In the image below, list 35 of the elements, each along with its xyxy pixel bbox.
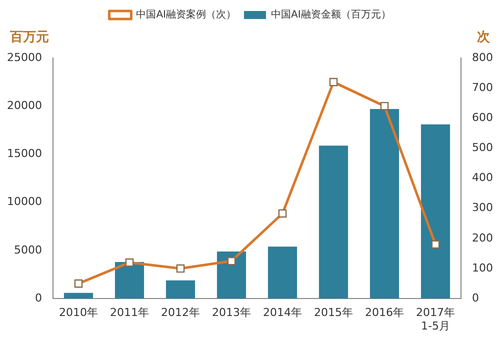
y-tick-label: 0 (34, 291, 42, 304)
y2-tick-label: 700 (472, 80, 494, 94)
bar (114, 262, 144, 299)
bar (370, 109, 400, 299)
y2-tick-label: 400 (472, 171, 494, 184)
bar (268, 246, 298, 299)
y-tick-label: 10000 (6, 195, 42, 208)
y-tick-label: 5000 (14, 243, 42, 256)
y-tick-label: 25000 (6, 50, 42, 64)
legend-label: 中国AI融资案例（次） (136, 8, 236, 21)
bar (166, 280, 196, 299)
x-tick-label: 2010年 (58, 306, 98, 320)
y2-tick-label: 100 (472, 261, 494, 274)
y-axis-title: 百万元 (9, 30, 49, 45)
y2-tick-label: 800 (472, 50, 494, 64)
bar (420, 124, 450, 299)
y2-tick-label: 600 (472, 111, 494, 124)
x-tick-label: 2011年 (110, 306, 149, 320)
bar (318, 146, 348, 299)
legend-label: 中国AI融资金额（百万元） (271, 8, 391, 21)
x-tick-label: 2014年 (263, 306, 302, 320)
x-tick-label: 2017年 1-5月 (416, 306, 456, 332)
y2-tick-label: 200 (472, 231, 494, 244)
bar (216, 251, 246, 299)
x-tick-label: 2012年 (160, 306, 200, 320)
y2-tick-label: 0 (472, 291, 480, 304)
bar (64, 292, 94, 299)
y-tick-label: 20000 (6, 98, 42, 112)
y2-tick-label: 300 (472, 201, 494, 214)
y-tick-label: 15000 (6, 147, 42, 160)
x-tick-label: 2016年 (365, 306, 404, 320)
y2-tick-label: 500 (472, 141, 494, 154)
x-tick-label: 2013年 (212, 306, 251, 320)
y2-axis-title: 次 (477, 30, 491, 45)
x-tick-label: 2015年 (314, 306, 353, 320)
